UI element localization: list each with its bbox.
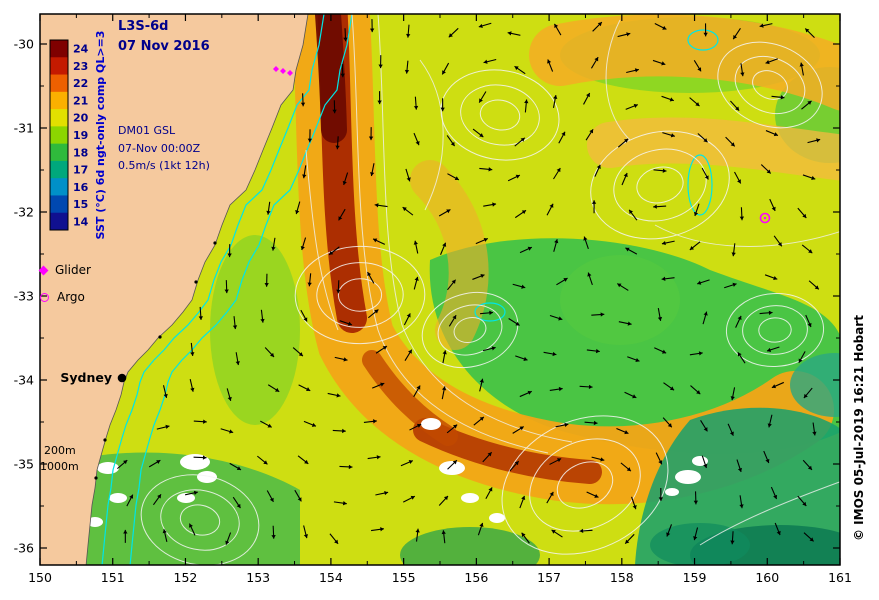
svg-text:159: 159 [683,570,707,585]
svg-text:161: 161 [828,570,852,585]
svg-text:152: 152 [174,570,198,585]
svg-text:-31: -31 [14,121,34,136]
svg-text:19: 19 [73,129,88,142]
city-label-sydney: Sydney [60,370,112,385]
svg-text:21: 21 [73,94,88,107]
svg-text:14: 14 [73,215,89,228]
vector-scale-label: 0.5m/s (1kt 12h) [118,159,210,173]
legend-item-argo: Argo [40,290,85,304]
svg-text:-30: -30 [14,37,34,52]
svg-text:23: 23 [73,60,88,73]
svg-text:156: 156 [464,570,488,585]
svg-text:150: 150 [28,570,52,585]
glider-diamond-icon [38,265,49,275]
copyright-credit: © IMOS 05-Jul-2019 16:21 Hobart [852,315,866,541]
svg-text:154: 154 [319,570,343,585]
svg-text:17: 17 [73,164,88,177]
map-title: L3S-6d 07 Nov 2016 [118,17,210,57]
depth-contour-label-1000m: 1000m [40,460,79,473]
svg-text:20: 20 [73,112,89,125]
svg-text:155: 155 [392,570,416,585]
svg-text:158: 158 [610,570,634,585]
product-name: L3S-6d [118,19,169,34]
product-date: 07 Nov 2016 [118,39,210,55]
svg-text:SST (°C) 6d ngt-only comp QL>=: SST (°C) 6d ngt-only comp QL>=3 [94,31,107,240]
current-info-block: DM01 GSL 07-Nov 00:00Z 0.5m/s (1kt 12h) [118,122,210,175]
current-timestamp: 07-Nov 00:00Z [118,141,201,155]
svg-text:18: 18 [73,146,88,159]
svg-text:-32: -32 [14,205,34,220]
argo-label: Argo [57,290,85,304]
svg-text:160: 160 [755,570,779,585]
svg-text:24: 24 [73,43,89,56]
svg-text:-33: -33 [14,289,34,304]
svg-text:-36: -36 [14,541,34,556]
argo-circle-icon [40,292,49,302]
svg-text:151: 151 [101,570,125,585]
svg-text:157: 157 [537,570,561,585]
depth-contour-label-200m: 200m [44,444,76,457]
svg-text:16: 16 [73,181,89,194]
svg-text:-35: -35 [14,457,34,472]
svg-text:22: 22 [73,77,88,90]
legend-item-glider: Glider [38,263,91,277]
svg-text:-34: -34 [14,373,34,388]
glider-label: Glider [55,263,91,277]
current-product-label: DM01 GSL [118,124,176,137]
svg-text:15: 15 [73,198,88,211]
svg-text:153: 153 [246,570,270,585]
